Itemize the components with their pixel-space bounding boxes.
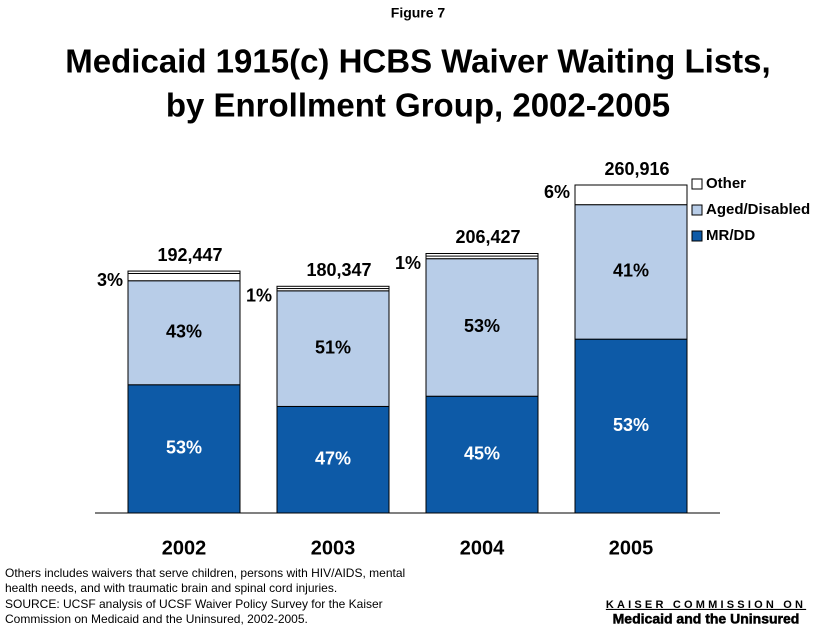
bar-total — [276, 285, 390, 514]
logo-line: KAISER COMMISSION ON — [606, 599, 806, 611]
bar-total — [574, 184, 688, 514]
total-label: 260,916 — [604, 159, 669, 179]
x-tick-label: 2003 — [311, 537, 356, 559]
legend-label: Other — [706, 175, 746, 192]
note: SOURCE: UCSF analysis of UCSF Waiver Pol… — [5, 597, 383, 611]
bar-total — [127, 270, 241, 514]
data-label: 41% — [613, 261, 649, 281]
data-label: 53% — [613, 415, 649, 435]
data-label: 53% — [166, 438, 202, 458]
bar-segment — [425, 255, 539, 260]
x-tick-label: 2002 — [162, 537, 207, 559]
data-label: 1% — [246, 285, 272, 305]
figure-label: Figure 7 — [391, 5, 446, 21]
data-label: 1% — [395, 253, 421, 273]
x-tick-label: 2004 — [460, 537, 505, 559]
data-label: 45% — [464, 443, 500, 463]
chart-title: by Enrollment Group, 2002-2005 — [166, 87, 670, 124]
legend-label: Aged/Disabled — [706, 201, 810, 218]
bar-total — [425, 252, 539, 514]
chart-title: Medicaid 1915(c) HCBS Waiver Waiting Lis… — [65, 43, 770, 80]
bar-segment — [574, 184, 688, 206]
note: health needs, and with traumatic brain a… — [5, 581, 337, 595]
bar-segment — [276, 288, 390, 292]
note: Commission on Medicaid and the Uninsured… — [5, 612, 308, 626]
bar-segment — [127, 280, 241, 386]
total-label: 206,427 — [455, 227, 520, 247]
data-label: 3% — [97, 270, 123, 290]
bar-segment — [127, 272, 241, 282]
bar-segment — [276, 405, 390, 514]
x-tick-label: 2005 — [609, 537, 654, 559]
total-label: 192,447 — [157, 245, 222, 265]
note: Others includes waivers that serve child… — [5, 566, 405, 580]
total-label: 180,347 — [306, 260, 371, 280]
legend-swatch — [691, 204, 703, 216]
data-label: 6% — [544, 182, 570, 202]
bar-segment — [276, 290, 390, 407]
legend-swatch — [691, 178, 703, 190]
logo-line: Medicaid and the Uninsured — [613, 611, 800, 627]
legend-swatch — [691, 230, 703, 242]
data-label: 43% — [166, 322, 202, 342]
data-label: 51% — [315, 337, 351, 357]
bar-segment — [574, 338, 688, 514]
data-label: 53% — [464, 316, 500, 336]
data-label: 47% — [315, 448, 351, 468]
legend-label: MR/DD — [706, 227, 755, 244]
